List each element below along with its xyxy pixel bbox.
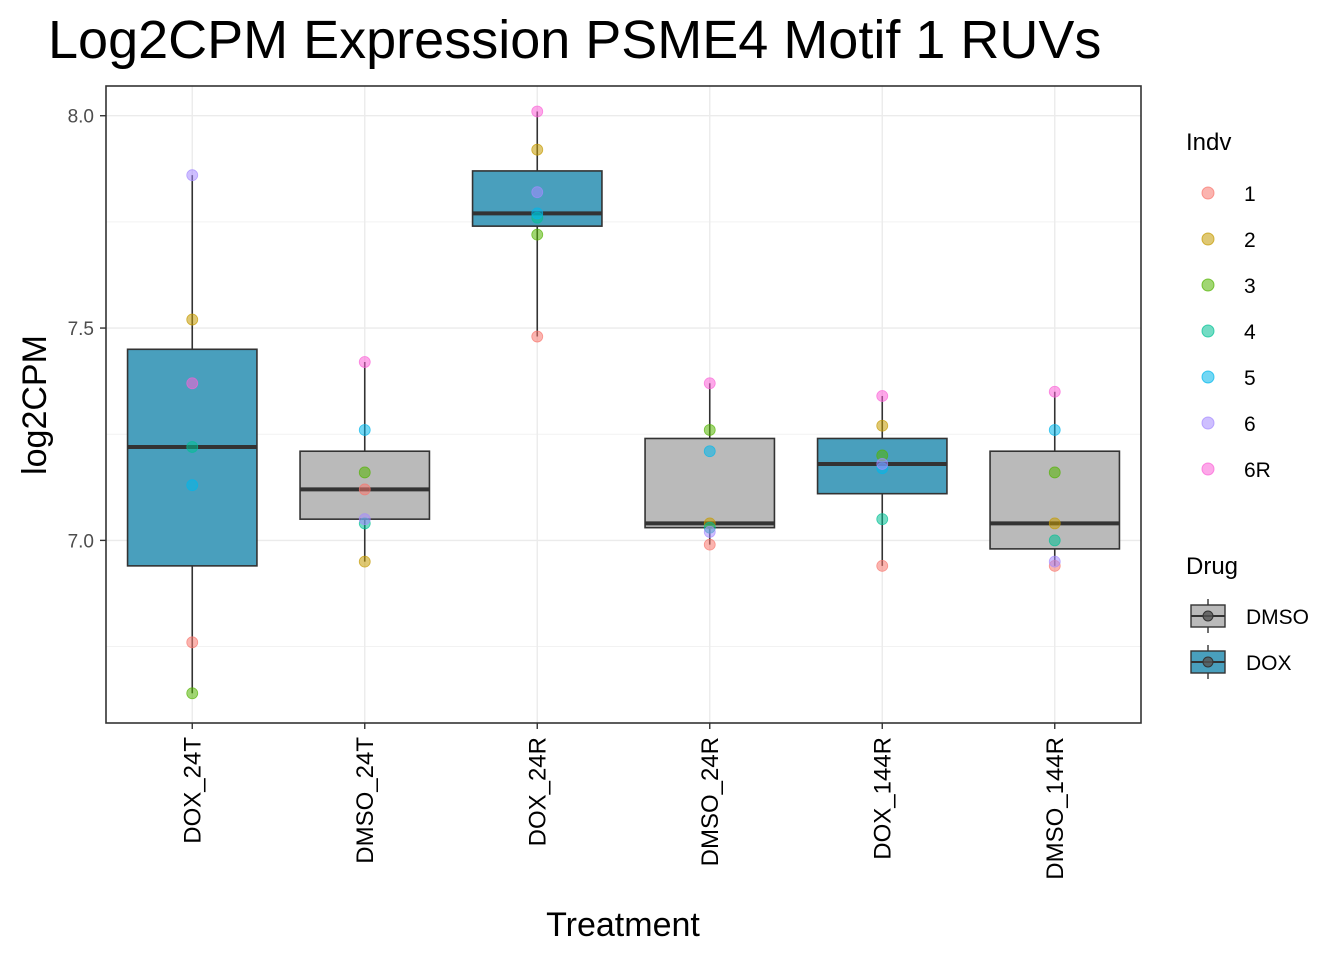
plot-panel — [105, 85, 1142, 724]
data-point — [531, 207, 544, 220]
data-point — [1048, 424, 1061, 436]
legend-indv-label: 3 — [1244, 275, 1256, 298]
x-tick-label: DMSO_24R — [697, 737, 724, 866]
panel-background — [106, 86, 1141, 723]
data-point — [703, 445, 716, 458]
legend-drug-label: DOX — [1246, 652, 1292, 675]
legend-indv-key — [1201, 370, 1215, 384]
legend-indv-key — [1201, 186, 1215, 200]
data-point — [358, 513, 371, 526]
legend-drug-point — [1202, 656, 1214, 668]
x-tick-label: DOX_24R — [524, 737, 551, 846]
data-point — [358, 555, 371, 568]
x-axis: DOX_24T DMSO_24T DOX_24R DMSO_24R DOX_144R DM… — [179, 723, 1069, 880]
legend-drug-point — [1202, 610, 1214, 622]
legend-drug: Drug DMSO DOX — [1186, 553, 1309, 679]
legend-indv-label: 2 — [1244, 229, 1256, 252]
data-point — [186, 377, 199, 390]
legend-indv-label: 4 — [1244, 321, 1256, 344]
legend-drug-title: Drug — [1186, 553, 1238, 580]
data-point — [703, 424, 716, 436]
x-tick-label: DOX_24T — [179, 737, 206, 844]
box-body — [989, 450, 1121, 550]
x-tick-label: DMSO_24T — [352, 737, 379, 864]
data-point — [186, 441, 199, 453]
data-point — [876, 559, 889, 572]
legend-indv-label: 6 — [1244, 413, 1256, 436]
legend-indv: Indv 1 2 3 4 5 6 6R — [1186, 129, 1271, 482]
data-point — [876, 513, 889, 526]
x-axis-title: Treatment — [546, 906, 700, 944]
legend-drug-key — [1190, 599, 1226, 633]
data-point — [358, 424, 371, 436]
legend-drug-label: DMSO — [1246, 606, 1309, 629]
data-point — [703, 526, 716, 538]
x-tick-label: DOX_144R — [869, 737, 896, 860]
data-point — [1048, 517, 1061, 530]
data-point — [358, 356, 371, 368]
legend-indv-key — [1201, 462, 1215, 476]
data-point — [531, 186, 544, 199]
legend-indv-label: 5 — [1244, 367, 1256, 390]
data-point — [531, 228, 544, 241]
data-point — [186, 169, 199, 182]
box-DOX_24T — [126, 175, 258, 694]
data-point — [876, 419, 889, 432]
x-tick-label: DMSO_144R — [1042, 737, 1069, 880]
legend-indv-key — [1201, 416, 1215, 430]
legend-indv-key — [1201, 232, 1215, 246]
legend-indv-key — [1201, 324, 1215, 338]
data-point — [186, 313, 199, 326]
data-point — [358, 466, 371, 479]
data-point — [1048, 555, 1061, 568]
legend-indv-key — [1201, 278, 1215, 292]
y-axis: 7.0 7.5 8.0 — [68, 107, 106, 552]
y-tick-label: 7.5 — [68, 319, 94, 340]
data-point — [186, 636, 199, 649]
data-point — [876, 458, 889, 470]
legend-indv-label: 1 — [1244, 183, 1256, 206]
y-tick-label: 8.0 — [68, 107, 94, 128]
data-point — [703, 377, 716, 390]
data-point — [1048, 466, 1061, 479]
data-point — [531, 143, 544, 156]
legend-indv-label: 6R — [1244, 459, 1271, 482]
data-point — [703, 538, 716, 551]
legend-drug-key — [1190, 645, 1226, 679]
data-point — [1048, 385, 1061, 398]
y-axis-title: log2CPM — [16, 335, 54, 475]
chart-title: Log2CPM Expression PSME4 Motif 1 RUVs — [48, 10, 1101, 70]
legend-indv-title: Indv — [1186, 129, 1231, 156]
data-point — [531, 105, 544, 118]
data-point — [358, 483, 371, 496]
panel-border — [105, 85, 1142, 724]
data-point — [186, 687, 199, 700]
data-point — [186, 479, 199, 492]
data-point — [876, 390, 889, 402]
data-point — [531, 330, 544, 343]
y-tick-label: 7.0 — [68, 531, 94, 552]
data-point — [1048, 534, 1061, 547]
